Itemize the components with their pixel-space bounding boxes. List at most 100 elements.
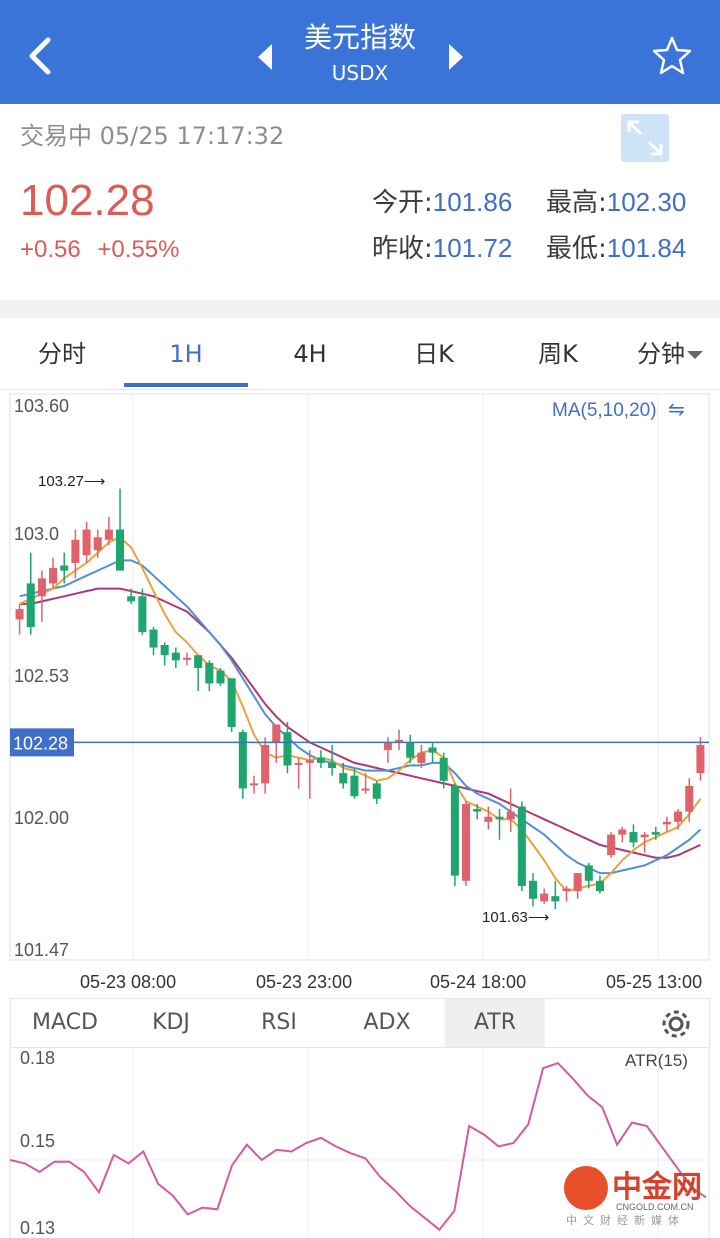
candle [372, 780, 381, 804]
prev-close-label: 昨收: [372, 234, 433, 264]
candle [629, 824, 638, 848]
candle [696, 737, 705, 781]
candle-body [484, 816, 493, 822]
candle-body [37, 578, 46, 597]
candle-body [328, 762, 337, 768]
tab-minutes-dropdown[interactable]: 分钟 [620, 318, 720, 390]
x-label-1: 05-23 08:00 [80, 972, 177, 992]
candle-body [305, 760, 314, 763]
candle-body [383, 742, 392, 751]
fullscreen-button[interactable] [621, 114, 669, 162]
price-change: +0.56 +0.55% [20, 236, 189, 264]
candle [116, 488, 125, 571]
atr-legend: ATR(15) [625, 1051, 688, 1070]
tab-1h[interactable]: 1H [169, 340, 203, 368]
candle-body [562, 888, 571, 892]
indicator-settings-button[interactable] [658, 1006, 694, 1042]
tab-timeshare[interactable]: 分时 [38, 340, 86, 368]
candle-body [528, 880, 538, 899]
candle [249, 775, 258, 794]
tab-kdj[interactable]: KDJ [152, 1010, 190, 1035]
candle-body [595, 880, 604, 892]
price-tag [10, 728, 74, 757]
candle [406, 734, 415, 763]
low-stat: 最低:101.84 [546, 228, 686, 265]
candle-body [49, 568, 58, 584]
candle-body [473, 809, 482, 812]
ma5-line [19, 536, 702, 893]
tab-weekly[interactable]: 周K [538, 340, 578, 368]
indicator-y-labels: 0.18 0.15 0.13 [20, 1048, 55, 1238]
candle [283, 721, 292, 774]
candle [395, 729, 404, 751]
candle [651, 826, 660, 840]
y-tick-label: 102.53 [14, 666, 69, 686]
next-instrument-button[interactable] [443, 40, 469, 74]
candle-body [60, 565, 69, 571]
high-annotation: 103.27⟶ [38, 473, 105, 490]
candle-body [651, 832, 660, 835]
candle [37, 570, 46, 622]
ma-legend[interactable]: MA(5,10,20) [552, 400, 657, 421]
candle-body [71, 539, 80, 563]
low-label: 最低: [546, 234, 607, 264]
tab-rsi[interactable]: RSI [261, 1010, 297, 1035]
previous-instrument-button[interactable] [252, 40, 278, 74]
candle-body [194, 655, 203, 669]
candle-body [171, 652, 180, 661]
candle-body [696, 744, 705, 774]
low-value: 101.84 [606, 233, 687, 263]
candle [160, 642, 169, 666]
candle-body [127, 596, 136, 602]
candle [517, 801, 526, 892]
trading-status: 交易中 05/25 17:17:32 [20, 122, 285, 150]
candle-body [506, 811, 515, 820]
change-value: +0.56 [20, 236, 81, 263]
candle [618, 826, 627, 843]
candle-body [662, 821, 671, 825]
candle-body [450, 785, 459, 876]
back-button[interactable] [18, 30, 62, 82]
candle-body [104, 529, 113, 540]
candle-body [149, 629, 158, 648]
candle [93, 529, 102, 558]
tab-daily[interactable]: 日K [414, 340, 454, 368]
candle-body [261, 744, 270, 784]
candle [104, 516, 113, 545]
candle [562, 885, 571, 902]
tab-atr[interactable]: ATR [445, 999, 545, 1047]
candle [205, 660, 214, 692]
candle-body [26, 583, 35, 628]
tab-4h[interactable]: 4H [293, 340, 327, 368]
favorite-button[interactable] [650, 34, 694, 78]
swap-icon[interactable]: ⇋ [668, 397, 685, 421]
candle-body [82, 529, 91, 556]
tab-adx[interactable]: ADX [363, 1010, 411, 1035]
ma20-line [19, 587, 701, 859]
caret-down-icon [687, 351, 703, 359]
candle [305, 750, 314, 799]
candlestick-chart[interactable]: 102.28 103.60 103.0 102.53 102.00 101.47 MA(… [0, 390, 720, 962]
high-label: 最高: [546, 188, 607, 218]
y-axis-labels: 103.60 103.0 102.53 102.00 101.47 [14, 396, 69, 960]
candle [439, 752, 448, 789]
candle [662, 816, 671, 833]
watermark-url: CNGOLD.COM.CN [616, 1202, 694, 1212]
y-tick-label: 103.60 [14, 396, 69, 416]
atr-chart[interactable]: 0.18 0.15 0.13 ATR(15) [0, 1048, 720, 1238]
candle [361, 773, 370, 794]
tab-macd[interactable]: MACD [32, 1010, 98, 1035]
candle [194, 655, 203, 692]
candle [182, 652, 192, 666]
candle [640, 832, 649, 853]
candle-body [573, 873, 582, 892]
candle-body [182, 657, 192, 660]
watermark-brand: 中金网 [612, 1170, 702, 1205]
expand-icon [627, 120, 663, 156]
top-bar: 美元指数 USDX [0, 0, 720, 104]
candle [49, 557, 58, 589]
candle-body [640, 834, 649, 838]
candle-body [205, 662, 214, 684]
candle [595, 875, 604, 894]
candle [216, 668, 225, 686]
